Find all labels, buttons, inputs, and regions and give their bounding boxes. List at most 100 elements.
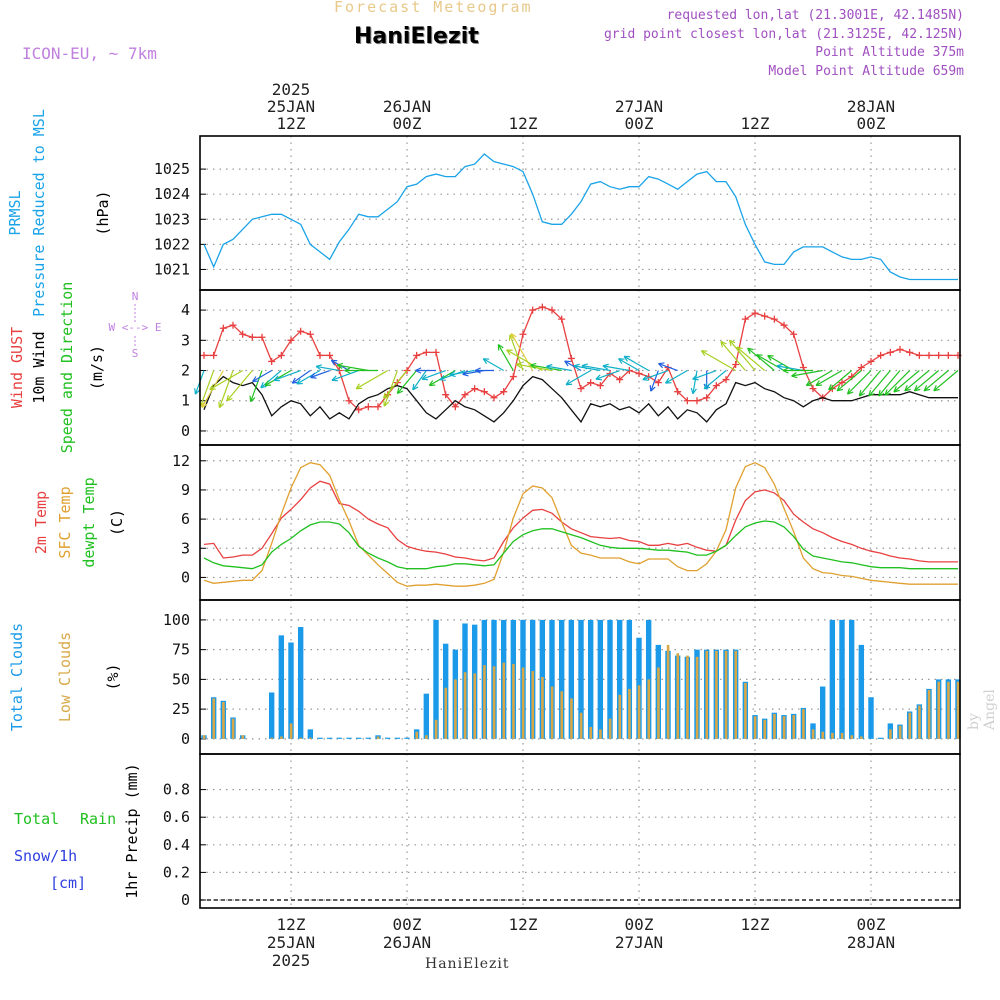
wind-arrow [383, 370, 398, 407]
wind-arrow-shaft [815, 370, 843, 387]
y-tick-label: 0 [181, 891, 190, 909]
low-cloud-bar [850, 735, 854, 739]
gust-marker [722, 376, 730, 384]
wind-arrow-head [782, 367, 789, 374]
wind-arrow-head [439, 374, 446, 381]
wind-arrow [412, 370, 427, 391]
wind-arrow-head [428, 380, 436, 387]
series-line-10m-wind [203, 375, 958, 424]
wind-arrow [546, 363, 572, 372]
wind-arrow-head [703, 383, 711, 390]
wind-arrow-head [791, 372, 798, 379]
wind-arrow-head [690, 387, 697, 395]
wind-arrow-head [510, 332, 517, 340]
wind-arrow-head [273, 375, 281, 382]
gust-marker [867, 357, 875, 365]
requested-coords: requested lon,lat (21.3001E, 42.1485N) [666, 8, 964, 23]
total-cloud-bar [307, 729, 314, 739]
low-cloud-bar [570, 698, 573, 739]
wind-arrow-shaft [847, 370, 872, 395]
panel-labels: Total Rain Snow/1h [cm] 1hr Precip (mm) [14, 763, 141, 898]
wind-arrow-head [336, 362, 344, 370]
gust-marker [751, 309, 759, 317]
low-cloud-bar [280, 736, 283, 739]
bottom-time-label: 27JAN [615, 933, 663, 952]
wind-arrow-shaft [506, 349, 543, 372]
gust-marker [732, 360, 740, 368]
low-cloud-bar [502, 662, 506, 739]
gust-marker [500, 388, 508, 396]
low-cloud-bar [415, 731, 419, 739]
wind-arrow-shaft [692, 369, 717, 380]
y-tick-label: 1025 [154, 160, 190, 178]
wind-arrow-shaft [828, 370, 853, 391]
bottom-time-label: 00Z [393, 915, 422, 934]
wind-arrow-head [249, 395, 256, 403]
wind-arrow-shaft [904, 370, 930, 392]
y-tick-label: 3 [181, 539, 190, 557]
low-cloud-bar [657, 667, 660, 739]
bottom-time-label: 00Z [857, 915, 886, 934]
low-cloud-bar [889, 729, 892, 739]
gust-marker [277, 351, 285, 359]
wind-arrow-shaft [412, 370, 427, 391]
wind-arrow-shaft [602, 365, 630, 372]
wind-arrow-shaft [449, 369, 475, 376]
wind-arrow [573, 363, 601, 372]
y-tick-label: 4 [181, 301, 190, 319]
low-cloud-bar [908, 712, 912, 739]
wind-arrow-head [878, 389, 885, 397]
wind-arrow-head [194, 388, 201, 395]
low-cloud-bar [763, 719, 767, 739]
wind-arrow-head [720, 340, 727, 348]
series-line-prmsl [203, 153, 958, 281]
wind-arrow-shaft [914, 370, 940, 392]
bottom-time-label: 12Z [277, 915, 306, 934]
wind-arrow-head [846, 388, 854, 395]
low-cloud-bar [860, 736, 863, 739]
gust-marker [596, 382, 604, 390]
wind-arrow [310, 369, 330, 379]
wind-arrow [618, 358, 640, 372]
total-cloud-bar [819, 686, 826, 739]
total-cloud-bar [839, 619, 845, 739]
gust-marker [790, 330, 798, 338]
wind-arrow [700, 350, 736, 372]
wind-arrow-shaft [665, 370, 688, 384]
top-time-label: 12Z [741, 114, 770, 133]
wind-arrow [315, 364, 340, 372]
y-tick-label: 1022 [154, 235, 190, 253]
series-line-wind-gust [204, 306, 958, 411]
low-cloud-bar [483, 665, 486, 739]
panel-label: Pressure Reduced to MSL [30, 109, 48, 317]
low-cloud-bar [521, 667, 525, 739]
wind-arrow-head [421, 374, 429, 381]
y-tick-label: 25 [172, 700, 190, 718]
wind-arrow-head [884, 389, 891, 396]
low-cloud-bar [608, 718, 612, 739]
wind-arrow [273, 369, 301, 382]
wind-arrow [846, 370, 872, 395]
wind-arrow-head [396, 387, 404, 395]
wind-arrow [209, 370, 243, 391]
panel-labels: PRMSL Pressure Reduced to MSL (hPa) [6, 109, 112, 317]
y-tick-label: 0.2 [163, 863, 190, 881]
wind-arrow-shaft [868, 370, 891, 397]
compass-south: S [132, 347, 139, 360]
credit-text: by Angel [966, 689, 998, 730]
wind-arrow [658, 362, 678, 372]
low-cloud-bar [444, 687, 448, 739]
wind-arrow-head [868, 389, 875, 397]
wind-arrow-head [642, 374, 649, 381]
wind-arrow-head [649, 385, 656, 392]
series-line-sfc-temp [203, 461, 958, 587]
wind-arrow-head [264, 380, 272, 387]
gust-marker [519, 330, 527, 338]
panel-frame [199, 444, 961, 601]
wind-arrow [510, 332, 534, 371]
top-time-label: 12Z [277, 114, 306, 133]
wind-arrow [415, 367, 436, 374]
wind-arrow-head [462, 370, 469, 377]
wind-arrow [482, 358, 504, 372]
wind-arrow [828, 370, 853, 391]
